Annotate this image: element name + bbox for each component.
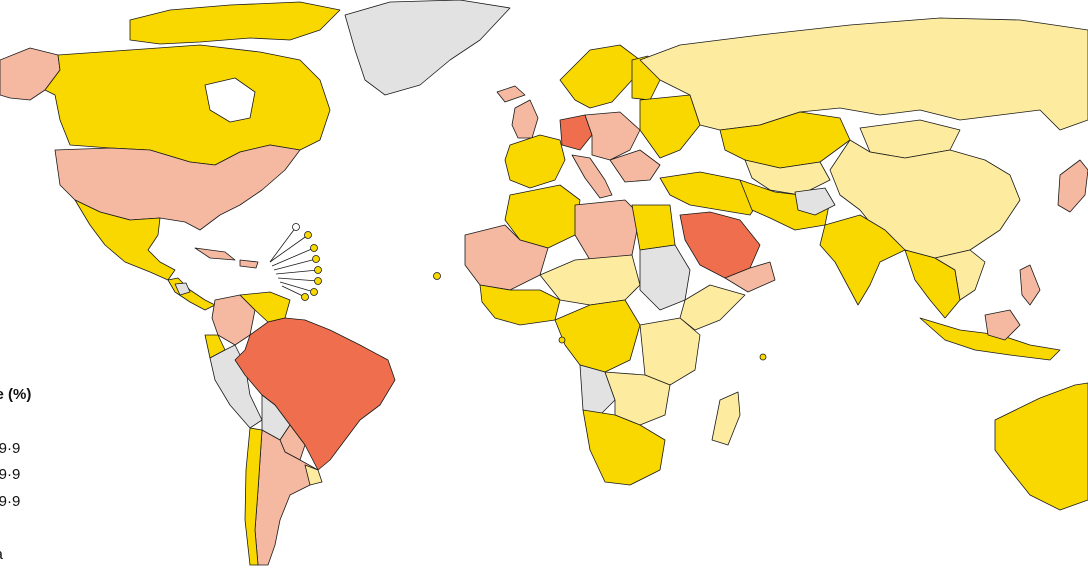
region-eastern-europe bbox=[640, 95, 700, 158]
region-egypt bbox=[632, 205, 675, 250]
region-greenland bbox=[345, 0, 510, 95]
region-central-africa bbox=[555, 300, 640, 372]
region-australia bbox=[995, 383, 1088, 510]
caribbean-callouts bbox=[270, 224, 322, 301]
region-canada bbox=[45, 45, 330, 165]
legend-item: 0 bbox=[0, 412, 80, 439]
region-france-iberia bbox=[505, 135, 565, 188]
region-southern-africa-b bbox=[583, 410, 665, 485]
legend-item: 0 bbox=[0, 518, 80, 545]
region-island-indian bbox=[760, 354, 766, 360]
region-canada-islands bbox=[130, 2, 340, 44]
region-saudi-arabia bbox=[680, 212, 760, 278]
region-libya bbox=[575, 200, 640, 260]
region-italy bbox=[572, 155, 612, 198]
region-central-america bbox=[168, 278, 215, 310]
legend-item: –39·9 bbox=[0, 465, 80, 492]
legend: nce (%) 0 –29·9 –39·9 –49·9 0 ata bbox=[0, 386, 80, 571]
region-island-atlantic bbox=[434, 273, 441, 280]
region-iceland bbox=[497, 86, 525, 102]
legend-item: –49·9 bbox=[0, 492, 80, 519]
region-sudan bbox=[640, 245, 690, 310]
region-korea-japan bbox=[1058, 160, 1088, 212]
region-island-westafrica bbox=[559, 337, 565, 343]
region-west-africa bbox=[480, 285, 560, 325]
region-east-africa bbox=[640, 318, 700, 385]
region-madagascar bbox=[712, 392, 740, 445]
region-ethiopia-horn bbox=[680, 285, 745, 330]
legend-item: –29·9 bbox=[0, 439, 80, 466]
region-uk bbox=[512, 100, 538, 138]
region-russia bbox=[640, 18, 1088, 130]
region-scandinavia bbox=[560, 45, 640, 108]
region-caribbean bbox=[240, 260, 258, 268]
region-borneo bbox=[985, 310, 1020, 340]
legend-title: nce (%) bbox=[0, 386, 80, 403]
region-afghanistan bbox=[795, 188, 835, 215]
legend-item: ata bbox=[0, 545, 80, 571]
region-cuba bbox=[195, 248, 235, 260]
region-philippines bbox=[1020, 265, 1040, 305]
